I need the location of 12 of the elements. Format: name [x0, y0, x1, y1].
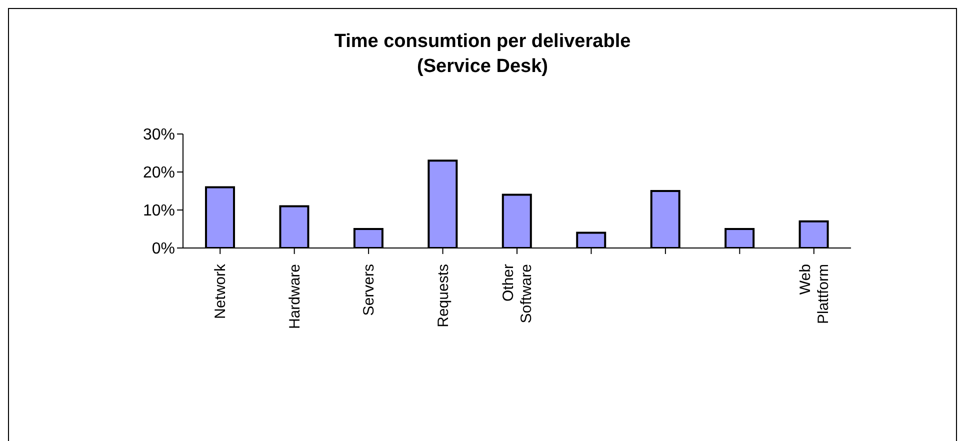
x-tick-label: Network: [212, 264, 230, 320]
y-tick-label: 30%: [142, 126, 175, 144]
y-tick-label: 20%: [142, 164, 175, 182]
x-tick-label: Servers: [360, 264, 378, 316]
y-tick-label: 0%: [152, 240, 175, 258]
x-tick-label: Other Software: [500, 264, 535, 324]
chart-subtitle: (Service Desk): [416, 55, 549, 79]
chart-title: Time consumtion per deliverable: [333, 30, 632, 54]
x-tick-label: Requests: [434, 264, 452, 328]
x-tick-label: Hardware: [286, 264, 304, 330]
y-tick-label: 10%: [142, 202, 175, 220]
x-tick-label: Web Plattform: [796, 264, 832, 324]
